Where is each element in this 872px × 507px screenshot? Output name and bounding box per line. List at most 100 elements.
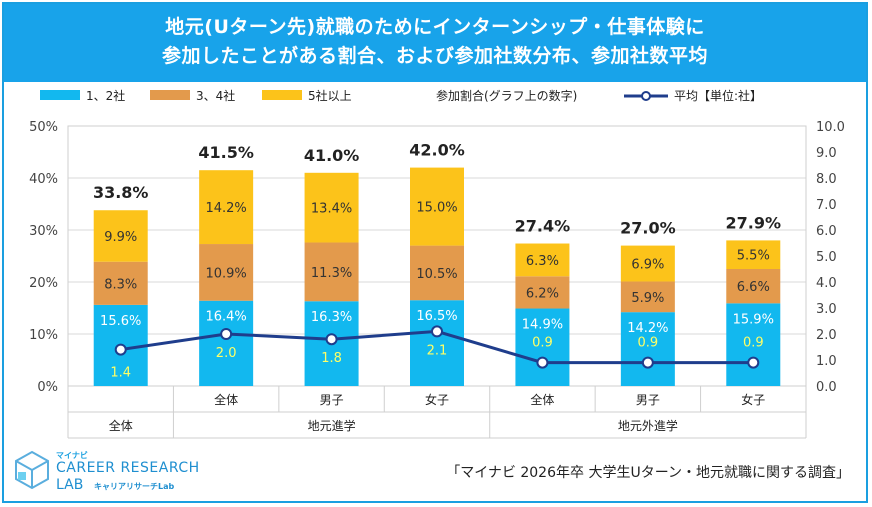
bar-segment-label: 8.3% (104, 277, 137, 292)
average-marker (536, 356, 549, 369)
y-left-tick-label: 50% (29, 120, 58, 135)
bar-segment (199, 170, 254, 245)
y-right-tick-label: 7.0 (816, 198, 837, 213)
bar-segment-label: 15.6% (100, 314, 141, 329)
bar-segment (620, 245, 675, 282)
legend-note: 参加割合(グラフ上の数字) (436, 88, 577, 103)
cube-logo-icon (15, 450, 49, 490)
legend-swatch-s1 (40, 90, 80, 100)
y-right-tick-label: 1.0 (816, 354, 837, 369)
bar-segment (515, 276, 570, 309)
legend-marker-avg (641, 91, 651, 101)
chart-title-line2: 参加したことがある割合、および参加社数分布、参加社数平均 (161, 45, 708, 67)
y-right-tick-label: 6.0 (816, 224, 837, 239)
category-label: 男子 (320, 393, 344, 407)
bar-segment-label: 6.2% (526, 286, 559, 301)
bar-segment (515, 243, 570, 277)
bar-segment-label: 11.3% (311, 266, 352, 281)
bar-segment (410, 167, 464, 246)
category-label: 全体 (214, 392, 238, 407)
average-value-label: 2.1 (427, 343, 448, 358)
bar-segment (199, 300, 254, 386)
y-right-tick-label: 5.0 (816, 250, 837, 265)
group-label: 全体 (109, 418, 133, 433)
y-right-tick-label: 8.0 (816, 172, 837, 187)
y-left-tick-label: 30% (29, 224, 58, 239)
average-marker (114, 343, 127, 356)
logo-kana: キャリアリサーチLab (94, 482, 175, 491)
logo-small-text: マイナビ (56, 451, 88, 460)
bar-segment-label: 6.3% (526, 254, 559, 269)
y-right-tick-label: 10.0 (816, 120, 845, 135)
bar-segment-label: 13.4% (311, 202, 352, 217)
bar-segment-label: 14.2% (627, 321, 668, 336)
bar-segment (93, 210, 148, 262)
bar-total-label: 41.5% (198, 143, 254, 162)
bar-total-label: 41.0% (304, 146, 360, 165)
y-left-tick-label: 10% (29, 328, 58, 343)
group-label: 地元外進学 (618, 418, 678, 433)
y-left-tick-label: 0% (37, 380, 58, 395)
plot-area: 0% 10% 20% 30% 40% 50% 0.0 1.0 2.0 3.0 4.0 5.0 6.0 7.… (29, 120, 845, 439)
y-right-tick-label: 9.0 (816, 146, 837, 161)
bar-segment (726, 240, 781, 269)
source-note: 「マイナビ 2026年卒 大学生Uターン・地元就職に関する調査」 (446, 465, 850, 481)
bar-segment (726, 269, 781, 304)
average-value-label: 1.4 (110, 366, 131, 381)
career-research-lab-logo: マイナビ CAREER RESEARCH LAB キャリアリサーチLab (12, 448, 202, 496)
category-label: 全体 (530, 392, 554, 407)
average-value-label: 0.9 (532, 336, 553, 351)
bar-segment (515, 308, 570, 386)
bar-segment-label: 6.9% (631, 258, 664, 273)
bar-total-label: 42.0% (409, 141, 465, 160)
average-value-label: 0.9 (638, 336, 659, 351)
average-value-label: 1.8 (321, 351, 342, 366)
bar-segment-label: 16.4% (205, 310, 246, 325)
group-label: 地元進学 (308, 418, 356, 433)
bar-total-label: 27.0% (620, 219, 676, 238)
average-marker (641, 356, 654, 369)
category-label: 男子 (636, 393, 660, 407)
average-marker (325, 333, 338, 346)
bar-segment-label: 16.3% (311, 310, 352, 325)
bar-segment-label: 14.9% (522, 318, 563, 333)
bar-segment-label: 10.5% (416, 267, 457, 282)
bar-segment-label: 6.6% (737, 280, 770, 295)
bar-total-label: 27.4% (515, 217, 571, 236)
bar-segment (304, 242, 359, 302)
y-right-tick-label: 4.0 (816, 276, 837, 291)
chart-title-line1: 地元(Uターン先)就職のためにインターンシップ・仕事体験に (165, 16, 705, 38)
bar-segment (304, 172, 359, 243)
bar-segment (620, 312, 675, 386)
legend-swatch-s2 (150, 90, 190, 100)
bar-segment (93, 261, 148, 305)
logo-line1: CAREER RESEARCH (56, 460, 200, 476)
bar-segment-label: 9.9% (104, 230, 137, 245)
category-label: 女子 (425, 392, 449, 407)
y-right-tick-label: 0.0 (816, 380, 837, 395)
legend-label-s2: 3、4社 (196, 88, 235, 103)
y-left-tick-label: 20% (29, 276, 58, 291)
bar-segment-label: 16.5% (416, 309, 457, 324)
average-value-label: 2.0 (216, 346, 237, 361)
legend-swatch-s3 (262, 90, 302, 100)
legend-label-avg: 平均【単位:社】 (674, 88, 762, 103)
average-marker (431, 325, 443, 338)
category-label: 女子 (741, 392, 765, 407)
bar-segment (199, 244, 254, 301)
title-band: 地元(Uターン先)就職のためにインターンシップ・仕事体験に 参加したことがある割… (4, 4, 866, 82)
bar-segment (726, 303, 781, 386)
bar-total-label: 33.8% (93, 183, 149, 202)
bar-segment-label: 5.5% (737, 249, 770, 264)
bar-segment (410, 300, 464, 386)
y-right-tick-label: 2.0 (816, 328, 837, 343)
legend-label-s1: 1、2社 (86, 88, 125, 103)
legend: 1、2社 3、4社 5社以上 参加割合(グラフ上の数字) 平均【単位:社】 (40, 88, 762, 103)
bar-segment (410, 245, 464, 301)
y-left-tick-label: 40% (29, 172, 58, 187)
logo-line2: LAB (56, 477, 84, 493)
average-value-label: 0.9 (743, 336, 764, 351)
bar-segment-label: 15.9% (733, 312, 774, 327)
legend-label-s3: 5社以上 (308, 88, 352, 103)
